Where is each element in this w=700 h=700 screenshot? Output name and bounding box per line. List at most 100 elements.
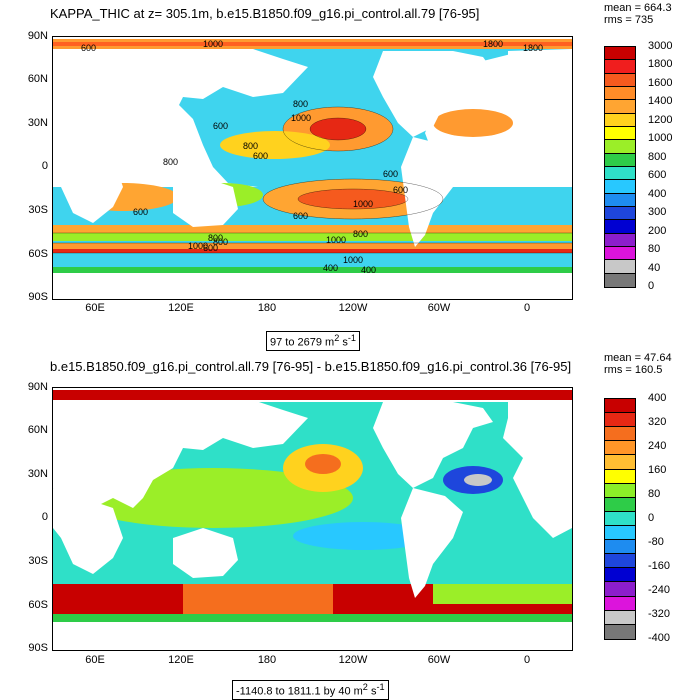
colorbar-swatch: [605, 483, 635, 498]
colorbar-label: 320: [648, 416, 667, 428]
colorbar-swatch: [605, 153, 635, 167]
colorbar-label: -80: [648, 536, 664, 548]
x-label: 180: [257, 302, 277, 314]
colorbar-swatch: [605, 206, 635, 221]
range-sup: 2: [334, 333, 340, 343]
colorbar-label: 240: [648, 440, 667, 452]
x-label: 120E: [168, 302, 194, 314]
panel-title: KAPPA_THIC at z= 305.1m, b.e15.B1850.f09…: [50, 6, 480, 21]
contour-label: 800: [293, 99, 308, 109]
contour-label: 600: [133, 207, 148, 217]
colorbar-label: 40: [648, 261, 661, 274]
land-australia: [173, 528, 238, 578]
colorbar-swatch: [605, 455, 635, 470]
stats: mean = 664.3 rms = 735: [604, 2, 672, 26]
map-plot: [52, 387, 573, 651]
colorbar-swatch: [605, 568, 635, 583]
contour-label: 400: [361, 265, 376, 275]
colorbar-swatch: [605, 413, 635, 428]
colorbar-swatch: [605, 497, 635, 512]
contour-label: 1000: [203, 39, 223, 49]
contour-label: 1000: [326, 235, 346, 245]
colorbar-label: 400: [648, 392, 667, 404]
y-label: 90N: [27, 381, 48, 393]
x-label: 60E: [85, 302, 105, 314]
colorbar-label: 1600: [648, 76, 673, 89]
y-label: 90S: [28, 291, 48, 303]
contour-label: 1800: [483, 39, 503, 49]
colorbar-label: 1000: [648, 132, 673, 145]
y-label: 60S: [28, 248, 48, 260]
contour-label: 600: [213, 121, 228, 131]
colorbar: [604, 46, 636, 288]
colorbar-swatch: [605, 582, 635, 597]
colorbar-label: -320: [648, 608, 671, 620]
map-plot: 600 1000 1800 1000 800 600 800 600 800 6…: [52, 36, 573, 300]
contour-label: 800: [353, 229, 368, 239]
x-label: 180: [257, 654, 277, 666]
x-label: 60W: [427, 302, 451, 314]
colorbar-swatch: [605, 180, 635, 194]
y-label: 0: [41, 511, 48, 523]
rms-value: rms = 735: [604, 14, 654, 26]
colorbar-label: 1800: [648, 58, 673, 71]
colorbar-swatch: [605, 86, 635, 101]
y-label: 30S: [28, 204, 48, 216]
colorbar-swatch: [605, 60, 635, 74]
colorbar-label: 800: [648, 150, 667, 163]
land-antarctica: [53, 624, 572, 650]
colorbar-label: 80: [648, 488, 661, 500]
x-label: 0: [523, 302, 531, 314]
map-svg: 600 1000 1800 1000 800 600 800 600 800 6…: [53, 37, 572, 299]
x-label: 60W: [427, 654, 451, 666]
colorbar-swatch: [605, 233, 635, 247]
colorbar-swatch: [605, 441, 635, 456]
contour-label: 600: [81, 43, 96, 53]
colorbar-swatch: [605, 100, 635, 114]
value-range-box: 97 to 2679 m2 s-1: [266, 331, 361, 351]
colorbar-swatch: [605, 140, 635, 154]
colorbar-swatch: [605, 260, 635, 274]
contour-label: 600: [203, 243, 218, 253]
colorbar-swatch: [605, 399, 635, 414]
contour-label: 800: [208, 233, 223, 243]
colorbar-label: -160: [648, 560, 671, 572]
land-australia: [173, 177, 238, 227]
land-eurasia: [53, 400, 308, 508]
colorbar-swatch: [605, 193, 635, 207]
land-europe-africa-east: [503, 49, 572, 187]
x-label: 60E: [85, 654, 105, 666]
contour-label: 800: [243, 141, 258, 151]
panel-top: KAPPA_THIC at z= 305.1m, b.e15.B1850.f09…: [27, 2, 673, 351]
colorbar-label: 300: [648, 206, 667, 219]
land-europe-africa-east: [503, 400, 572, 538]
land-north-america: [373, 402, 493, 488]
colorbar-label: 160: [648, 464, 667, 476]
range-sup: 2: [362, 682, 368, 692]
contour-label: 800: [213, 237, 228, 247]
land-south-america: [401, 137, 463, 247]
colorbar-label: 3000: [648, 40, 673, 52]
colorbar-swatch: [605, 525, 635, 541]
colorbar-label: 1400: [648, 95, 673, 108]
x-label: 0: [523, 654, 531, 666]
colorbar-swatch: [605, 596, 635, 611]
land-eurasia: [53, 49, 308, 157]
contour-label: 600: [393, 185, 408, 195]
y-label: 90N: [27, 30, 48, 42]
colorbar-label: 200: [648, 224, 667, 237]
range-text: 97 to 2679 m: [270, 336, 335, 349]
y-label: 60N: [27, 424, 48, 436]
contour-label: 1000: [353, 199, 373, 209]
y-label: 60N: [27, 73, 48, 85]
range-suffix-sup: -1: [376, 682, 385, 692]
land-north-america: [373, 51, 493, 137]
colorbar-swatch: [605, 166, 635, 181]
contour-label: 600: [383, 169, 398, 179]
contour-label: 600: [253, 151, 268, 161]
colorbar: [604, 398, 636, 640]
contour-labels: 600 1000 1800 1000 800 600 800 600 800 6…: [81, 39, 543, 275]
range-suffix-sup: -1: [347, 333, 357, 343]
colorbar-label: 80: [648, 243, 661, 256]
contour-label: 400: [323, 263, 338, 273]
